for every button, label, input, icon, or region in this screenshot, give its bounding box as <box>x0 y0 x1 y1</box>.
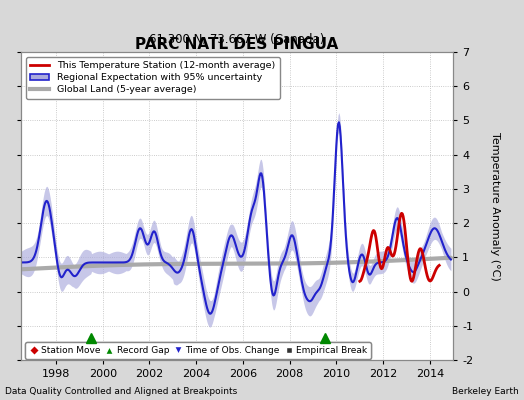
Text: 61.300 N, 73.667 W (Canada): 61.300 N, 73.667 W (Canada) <box>149 33 325 46</box>
Text: Berkeley Earth: Berkeley Earth <box>452 387 519 396</box>
Title: PARC NATL DES PINGUA: PARC NATL DES PINGUA <box>136 37 339 52</box>
Y-axis label: Temperature Anomaly (°C): Temperature Anomaly (°C) <box>490 132 500 280</box>
Legend: Station Move, Record Gap, Time of Obs. Change, Empirical Break: Station Move, Record Gap, Time of Obs. C… <box>26 342 370 358</box>
Text: Data Quality Controlled and Aligned at Breakpoints: Data Quality Controlled and Aligned at B… <box>5 387 237 396</box>
